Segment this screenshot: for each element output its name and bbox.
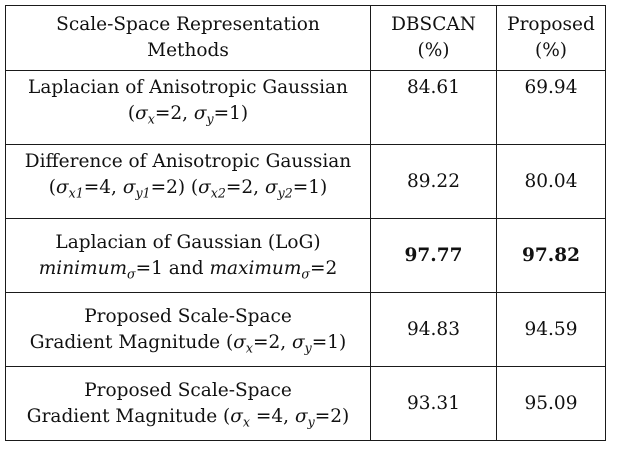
table-row: Laplacian of Gaussian (LoG) minimumσ=1 a… [5, 218, 606, 293]
header-dbscan: DBSCAN (%) [370, 5, 497, 71]
dbscan-value: 84.61 [370, 70, 497, 145]
method-params: (σx1=4, σy1=2) (σx2=2, σy2=1) [48, 177, 328, 201]
method-cell: Proposed Scale-Space Gradient Magnitude … [5, 292, 371, 367]
header-row: Scale-Space Representation Methods DBSCA… [5, 5, 606, 71]
table-row: Proposed Scale-Space Gradient Magnitude … [5, 366, 606, 441]
table-row: Difference of Anisotropic Gaussian (σx1=… [5, 144, 606, 219]
method-params: Gradient Magnitude (σx =4, σy=2) [26, 405, 350, 429]
method-cell: Difference of Anisotropic Gaussian (σx1=… [5, 144, 371, 219]
dbscan-value: 89.22 [370, 144, 497, 219]
method-params: Gradient Magnitude (σx=2, σy=1) [29, 331, 347, 355]
results-table: Scale-Space Representation Methods DBSCA… [5, 5, 606, 441]
header-methods: Scale-Space Representation Methods [5, 5, 371, 71]
method-params: (σx=2, σy=1) [127, 103, 249, 127]
method-cell: Laplacian of Anisotropic Gaussian (σx=2,… [5, 70, 371, 145]
proposed-value: 95.09 [496, 366, 606, 441]
dbscan-value: 94.83 [370, 292, 497, 367]
dbscan-value: 97.77 [370, 218, 497, 293]
method-params: minimumσ=1 and maximumσ=2 [38, 257, 338, 281]
table-row: Proposed Scale-Space Gradient Magnitude … [5, 292, 606, 367]
proposed-value: 69.94 [496, 70, 606, 145]
method-cell: Proposed Scale-Space Gradient Magnitude … [5, 366, 371, 441]
dbscan-value: 93.31 [370, 366, 497, 441]
proposed-value: 97.82 [496, 218, 606, 293]
header-proposed: Proposed (%) [496, 5, 606, 71]
table-row: Laplacian of Anisotropic Gaussian (σx=2,… [5, 70, 606, 145]
proposed-value: 80.04 [496, 144, 606, 219]
method-cell: Laplacian of Gaussian (LoG) minimumσ=1 a… [5, 218, 371, 293]
proposed-value: 94.59 [496, 292, 606, 367]
